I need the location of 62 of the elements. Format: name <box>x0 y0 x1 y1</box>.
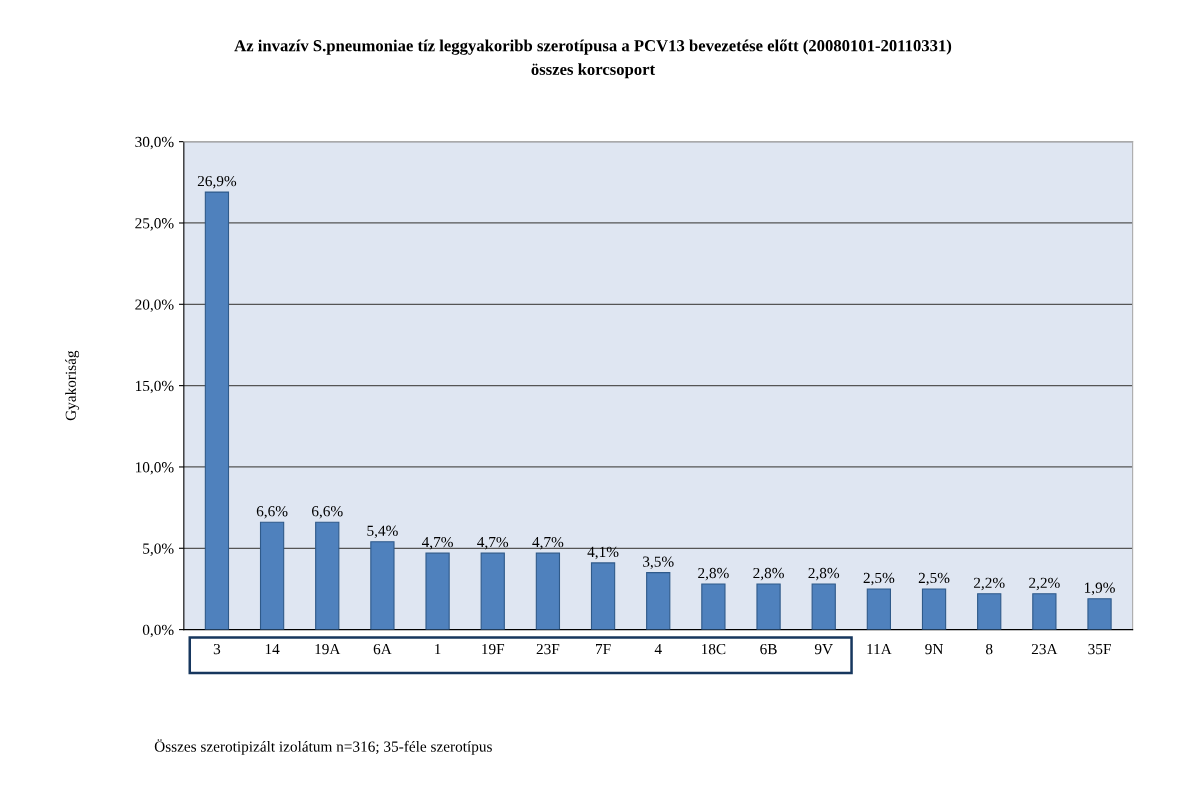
x-tick-label: 18C <box>702 643 726 655</box>
data-label: 6,6% <box>256 506 288 519</box>
bar <box>866 588 892 630</box>
data-label: 1,9% <box>1084 582 1115 596</box>
bar <box>977 593 1002 630</box>
x-tick-label: 9N <box>925 643 944 655</box>
data-label: 2,2% <box>973 577 1005 591</box>
y-tick-label: 10,0% <box>135 462 174 475</box>
x-tick-label: 19A <box>315 643 341 655</box>
bar <box>370 541 395 630</box>
y-tick-label: 15,0% <box>135 380 174 394</box>
x-tick-label: 8 <box>985 643 993 655</box>
data-label: 26,9% <box>197 175 237 189</box>
x-tick-label: 1 <box>435 644 441 655</box>
data-label: 2,8% <box>698 567 729 581</box>
bar <box>259 521 285 630</box>
data-label: 2,8% <box>753 567 784 581</box>
data-label: 2,5% <box>863 572 895 586</box>
x-tick-label: 9V <box>814 643 833 655</box>
bar <box>535 552 561 630</box>
y-axis-title: Gyakoriság <box>65 350 80 421</box>
bar <box>480 552 505 630</box>
bar <box>1087 598 1112 630</box>
bar <box>646 572 671 630</box>
y-tick-label: 20,0% <box>135 299 174 312</box>
y-tick-label: 0,0% <box>142 624 174 638</box>
x-tick-label: 4 <box>654 644 662 655</box>
bar <box>1032 593 1057 630</box>
x-tick-label: 35F <box>1088 643 1111 655</box>
chart-title: Az invazív S.pneumoniae tíz leggyakoribb szerotípusa a PCV13 bevezetése előtt (20080101-20110331) <box>234 39 952 55</box>
bar <box>811 583 836 630</box>
data-label: 4,7% <box>477 536 509 550</box>
bar <box>590 562 616 630</box>
bar <box>921 588 947 630</box>
y-tick-label: 25,0% <box>135 218 174 231</box>
data-label: 2,8% <box>808 567 840 581</box>
bar <box>701 583 726 630</box>
y-tick-label: 30,0% <box>135 136 174 150</box>
x-tick-label: 23A <box>1031 643 1058 655</box>
x-tick-label: 7F <box>596 644 611 655</box>
x-tick-label: 23F <box>536 643 560 655</box>
x-tick-label: 11A <box>867 644 892 655</box>
data-label: 2,5% <box>918 572 950 586</box>
x-tick-label: 6A <box>373 643 392 655</box>
data-label: 6,6% <box>312 506 343 519</box>
x-tick-label: 19F <box>482 643 505 655</box>
text: Összes szerotipizált izolátum n=316; 35-féle szerotípus <box>154 739 492 755</box>
y-tick-label: 5,0% <box>143 543 174 556</box>
bar <box>425 552 450 630</box>
bar <box>315 521 340 630</box>
data-label: 3,5% <box>643 556 674 569</box>
chart-subtitle: összes korcsoport <box>531 63 656 79</box>
data-label: 4,1% <box>587 546 619 560</box>
data-label: 2,2% <box>1029 577 1060 591</box>
data-label: 4,7% <box>421 536 453 550</box>
data-label: 5,4% <box>367 525 398 539</box>
bar <box>756 583 781 630</box>
x-tick-label: 6B <box>760 643 777 655</box>
x-tick-label: 3 <box>213 643 221 655</box>
x-tick-label: 14 <box>265 644 280 655</box>
data-label: 4,7% <box>532 536 564 550</box>
bar <box>204 191 230 630</box>
